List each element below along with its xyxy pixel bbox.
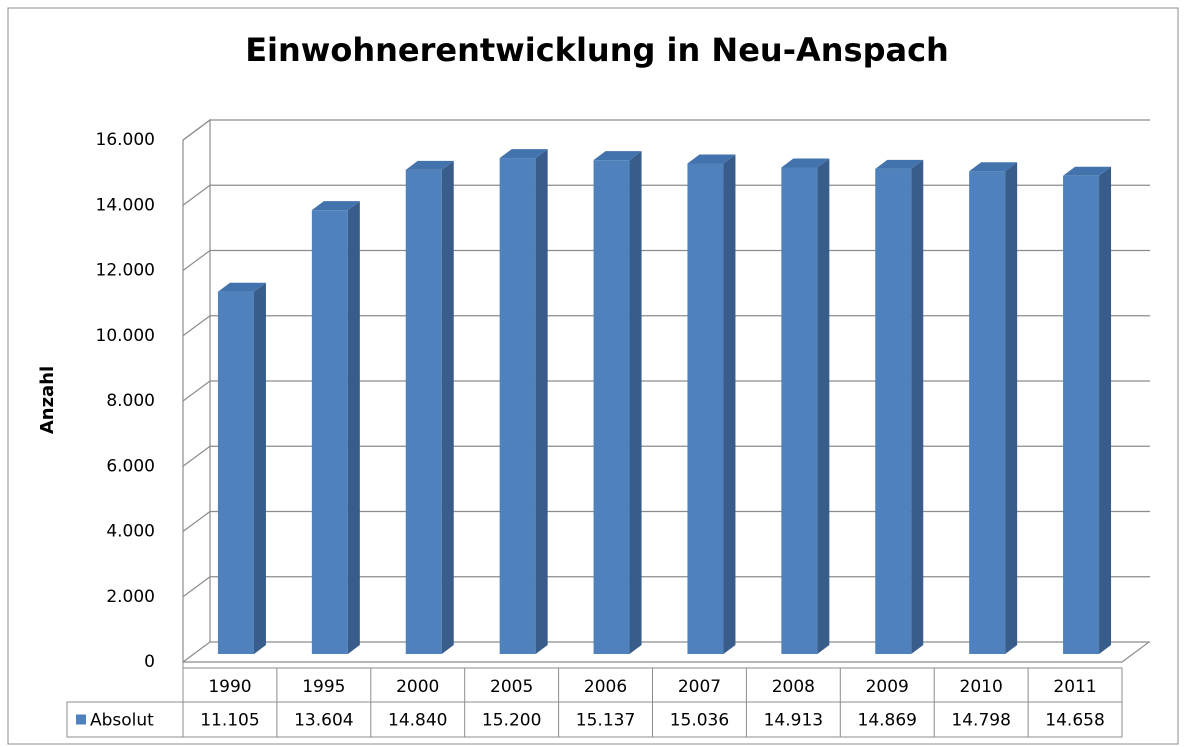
bar-top <box>405 160 454 170</box>
data-label: 14.913 <box>764 711 823 731</box>
grid-line <box>182 119 1150 141</box>
bar-top <box>687 154 736 164</box>
x-tick-label: 2010 <box>960 677 1003 697</box>
x-tick-label: 2000 <box>396 677 439 697</box>
bar-side <box>1099 166 1112 654</box>
bar <box>311 210 348 654</box>
bar-top <box>311 201 360 211</box>
bar-side <box>1005 162 1018 654</box>
bar-side <box>911 159 924 655</box>
data-label: 14.658 <box>1045 711 1104 731</box>
data-label: 14.869 <box>858 711 917 731</box>
bar <box>499 158 536 654</box>
bar <box>217 291 254 654</box>
grid-line <box>182 184 1150 206</box>
bar-top <box>781 158 830 168</box>
grid-line <box>182 510 1150 532</box>
bar <box>875 168 912 655</box>
bar-top <box>217 282 266 292</box>
bar <box>1063 175 1100 654</box>
x-tick-label: 2009 <box>866 677 909 697</box>
bar <box>969 171 1006 654</box>
x-tick-label: 2007 <box>678 677 721 697</box>
bar-side <box>723 154 736 654</box>
data-label: 14.840 <box>388 711 447 731</box>
x-tick-label: 1995 <box>302 677 345 697</box>
bar-top <box>593 151 642 161</box>
bar-side <box>535 149 548 654</box>
grid-line <box>182 380 1150 402</box>
bar-top <box>499 149 548 159</box>
grid-line <box>182 641 1150 663</box>
bar-top <box>875 159 924 169</box>
bar-side <box>347 201 360 654</box>
grid-line <box>182 249 1150 271</box>
bar <box>593 160 630 654</box>
chart-title: Einwohnerentwicklung in Neu-Anspach <box>245 31 949 69</box>
data-label: 14.798 <box>951 711 1010 731</box>
y-tick-label: 4.000 <box>106 522 155 542</box>
grid-line <box>182 315 1150 337</box>
data-label: 15.200 <box>482 711 541 731</box>
y-tick-label: 12.000 <box>96 261 155 281</box>
x-tick-label: 2005 <box>490 677 533 697</box>
legend-swatch <box>76 714 86 725</box>
bar <box>781 167 818 654</box>
data-label: 13.604 <box>294 711 353 731</box>
y-axis-label: Anzahl <box>37 366 58 434</box>
x-tick-label: 2006 <box>584 677 627 697</box>
x-tick-label: 2011 <box>1053 677 1096 697</box>
x-tick-label: 1990 <box>208 677 251 697</box>
x-tick-label: 2008 <box>772 677 815 697</box>
bar-side <box>817 158 830 654</box>
y-tick-label: 0 <box>144 652 155 672</box>
bar-side <box>629 151 642 654</box>
bar <box>687 163 724 654</box>
table-border <box>66 667 1123 738</box>
data-label: 15.137 <box>576 711 635 731</box>
bar-side <box>441 160 454 654</box>
bar-side <box>253 282 266 654</box>
data-label: 11.105 <box>200 711 259 731</box>
bar <box>405 169 442 654</box>
y-tick-label: 14.000 <box>96 195 155 215</box>
data-label: 15.036 <box>670 711 729 731</box>
y-tick-label: 2.000 <box>106 587 155 607</box>
grid-line <box>182 576 1150 598</box>
y-tick-label: 16.000 <box>96 130 155 150</box>
bar-top <box>969 162 1018 172</box>
floor <box>183 641 1150 663</box>
bar-top <box>1063 166 1112 176</box>
grid-line <box>182 445 1150 467</box>
legend-label: Absolut <box>90 711 154 731</box>
y-tick-label: 6.000 <box>106 456 155 476</box>
y-tick-label: 8.000 <box>106 391 155 411</box>
y-tick-label: 10.000 <box>96 326 155 346</box>
